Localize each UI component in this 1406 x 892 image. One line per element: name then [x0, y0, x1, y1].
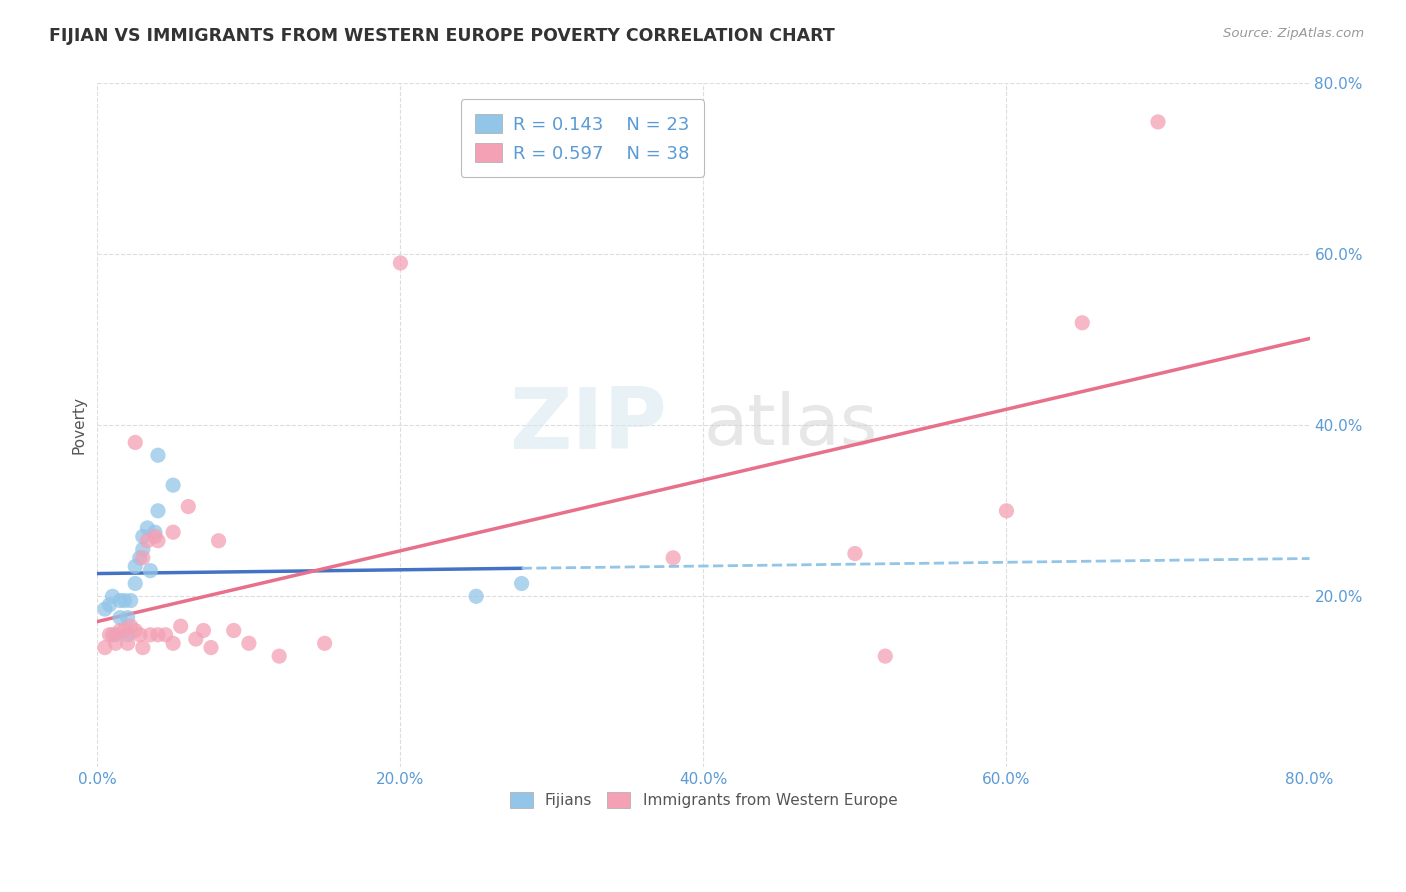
Point — [143, 525, 166, 540]
Point — [184, 632, 207, 646]
Point — [269, 649, 291, 664]
Point — [94, 602, 117, 616]
Point — [132, 529, 155, 543]
Point — [120, 619, 142, 633]
Point — [114, 624, 136, 638]
Point — [146, 504, 169, 518]
Point — [510, 576, 533, 591]
Point — [143, 529, 166, 543]
Point — [465, 589, 488, 603]
Point — [132, 550, 155, 565]
Point — [200, 640, 222, 655]
Legend: Fijians, Immigrants from Western Europe: Fijians, Immigrants from Western Europe — [503, 786, 904, 814]
Point — [132, 542, 155, 557]
Point — [98, 628, 121, 642]
Point — [207, 533, 229, 548]
Point — [177, 500, 200, 514]
Point — [117, 636, 139, 650]
Point — [104, 628, 127, 642]
Text: FIJIAN VS IMMIGRANTS FROM WESTERN EUROPE POVERTY CORRELATION CHART: FIJIAN VS IMMIGRANTS FROM WESTERN EUROPE… — [49, 27, 835, 45]
Point — [124, 559, 146, 574]
Point — [124, 624, 146, 638]
Point — [162, 478, 184, 492]
Point — [662, 550, 685, 565]
Text: Source: ZipAtlas.com: Source: ZipAtlas.com — [1223, 27, 1364, 40]
Point — [1071, 316, 1094, 330]
Point — [162, 525, 184, 540]
Point — [124, 576, 146, 591]
Point — [139, 564, 162, 578]
Point — [132, 640, 155, 655]
Point — [155, 628, 177, 642]
Point — [136, 521, 159, 535]
Point — [193, 624, 215, 638]
Point — [101, 628, 124, 642]
Point — [98, 598, 121, 612]
Point — [146, 448, 169, 462]
Point — [146, 533, 169, 548]
Point — [136, 533, 159, 548]
Point — [94, 640, 117, 655]
Point — [844, 547, 866, 561]
Point — [114, 593, 136, 607]
Point — [238, 636, 260, 650]
Point — [170, 619, 193, 633]
Point — [1147, 115, 1170, 129]
Point — [222, 624, 245, 638]
Text: ZIP: ZIP — [509, 384, 666, 467]
Y-axis label: Poverty: Poverty — [72, 396, 86, 454]
Point — [139, 628, 162, 642]
Point — [128, 628, 150, 642]
Point — [146, 628, 169, 642]
Point — [162, 636, 184, 650]
Point — [875, 649, 897, 664]
Point — [120, 593, 142, 607]
Point — [128, 550, 150, 565]
Text: atlas: atlas — [703, 391, 877, 460]
Point — [101, 589, 124, 603]
Point — [108, 610, 131, 624]
Point — [117, 628, 139, 642]
Point — [389, 256, 412, 270]
Point — [995, 504, 1018, 518]
Point — [117, 610, 139, 624]
Point — [314, 636, 336, 650]
Point — [104, 636, 127, 650]
Point — [108, 624, 131, 638]
Point — [124, 435, 146, 450]
Point — [108, 593, 131, 607]
